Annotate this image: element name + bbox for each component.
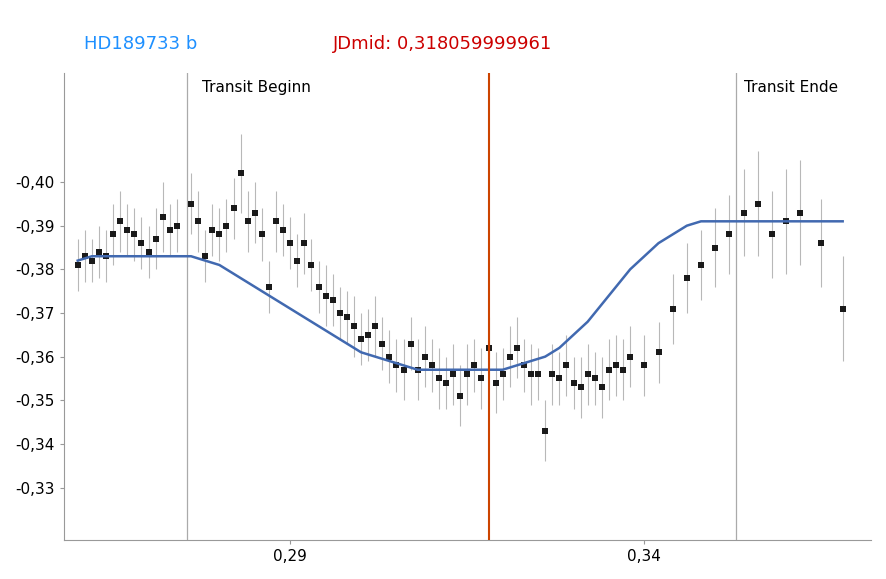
Point <box>814 239 828 248</box>
Point <box>835 304 850 313</box>
Point <box>793 208 807 217</box>
Point <box>517 361 531 370</box>
Point <box>573 383 587 392</box>
Point <box>291 256 305 265</box>
Point <box>587 374 602 383</box>
Point <box>120 225 135 234</box>
Point <box>616 365 630 375</box>
Point <box>538 426 552 435</box>
Point <box>78 252 92 261</box>
Point <box>305 261 319 270</box>
Point <box>156 212 170 222</box>
Point <box>524 369 538 379</box>
Text: Transit Ende: Transit Ende <box>743 80 837 95</box>
Point <box>346 321 361 331</box>
Point <box>206 225 220 234</box>
Point <box>325 295 339 305</box>
Point <box>248 208 262 217</box>
Point <box>339 313 354 322</box>
Point <box>170 221 184 230</box>
Point <box>403 339 417 348</box>
Point <box>375 339 389 348</box>
Point <box>99 252 113 261</box>
Point <box>241 217 255 226</box>
Point <box>106 230 120 239</box>
Point <box>227 204 241 213</box>
Point <box>382 352 396 361</box>
Point <box>389 361 403 370</box>
Point <box>354 335 368 344</box>
Point <box>424 361 439 370</box>
Point <box>722 230 736 239</box>
Point <box>332 309 346 318</box>
Point <box>312 282 326 291</box>
Point <box>637 361 651 370</box>
Point <box>368 321 382 331</box>
Point <box>113 217 128 226</box>
Point <box>623 352 637 361</box>
Point <box>71 261 85 270</box>
Point <box>255 230 269 239</box>
Point <box>750 199 765 208</box>
Point <box>495 369 509 379</box>
Point <box>149 234 163 243</box>
Point <box>481 343 495 353</box>
Point <box>163 225 177 234</box>
Point <box>609 361 623 370</box>
Point <box>694 261 708 270</box>
Point <box>509 343 524 353</box>
Point <box>213 230 227 239</box>
Point <box>262 282 276 291</box>
Point <box>128 230 142 239</box>
Point <box>396 365 410 375</box>
Point <box>92 247 106 256</box>
Point <box>298 239 312 248</box>
Text: JDmid: 0,318059999961: JDmid: 0,318059999961 <box>333 35 553 53</box>
Point <box>276 225 291 234</box>
Point <box>135 239 149 248</box>
Point <box>198 252 213 261</box>
Point <box>85 256 99 265</box>
Point <box>284 239 298 248</box>
Point <box>651 347 665 357</box>
Point <box>184 199 198 208</box>
Point <box>234 168 248 178</box>
Point <box>602 365 616 375</box>
Point <box>318 291 332 300</box>
Point <box>488 378 502 387</box>
Point <box>439 378 453 387</box>
Point <box>417 352 431 361</box>
Point <box>453 391 467 401</box>
Point <box>566 378 580 387</box>
Point <box>559 361 573 370</box>
Text: HD189733 b: HD189733 b <box>84 35 198 53</box>
Point <box>410 365 424 375</box>
Point <box>446 369 460 379</box>
Point <box>361 330 375 339</box>
Point <box>474 374 488 383</box>
Point <box>552 374 566 383</box>
Point <box>531 369 545 379</box>
Point <box>191 217 206 226</box>
Point <box>467 361 481 370</box>
Point <box>779 217 793 226</box>
Point <box>665 304 680 313</box>
Point <box>269 217 284 226</box>
Point <box>545 369 559 379</box>
Point <box>765 230 779 239</box>
Point <box>595 383 609 392</box>
Point <box>502 352 517 361</box>
Point <box>580 369 595 379</box>
Point <box>680 273 694 283</box>
Point <box>431 374 446 383</box>
Point <box>460 369 474 379</box>
Point <box>220 221 234 230</box>
Point <box>736 208 750 217</box>
Text: Transit Beginn: Transit Beginn <box>202 80 310 95</box>
Point <box>708 243 722 252</box>
Point <box>142 247 156 256</box>
